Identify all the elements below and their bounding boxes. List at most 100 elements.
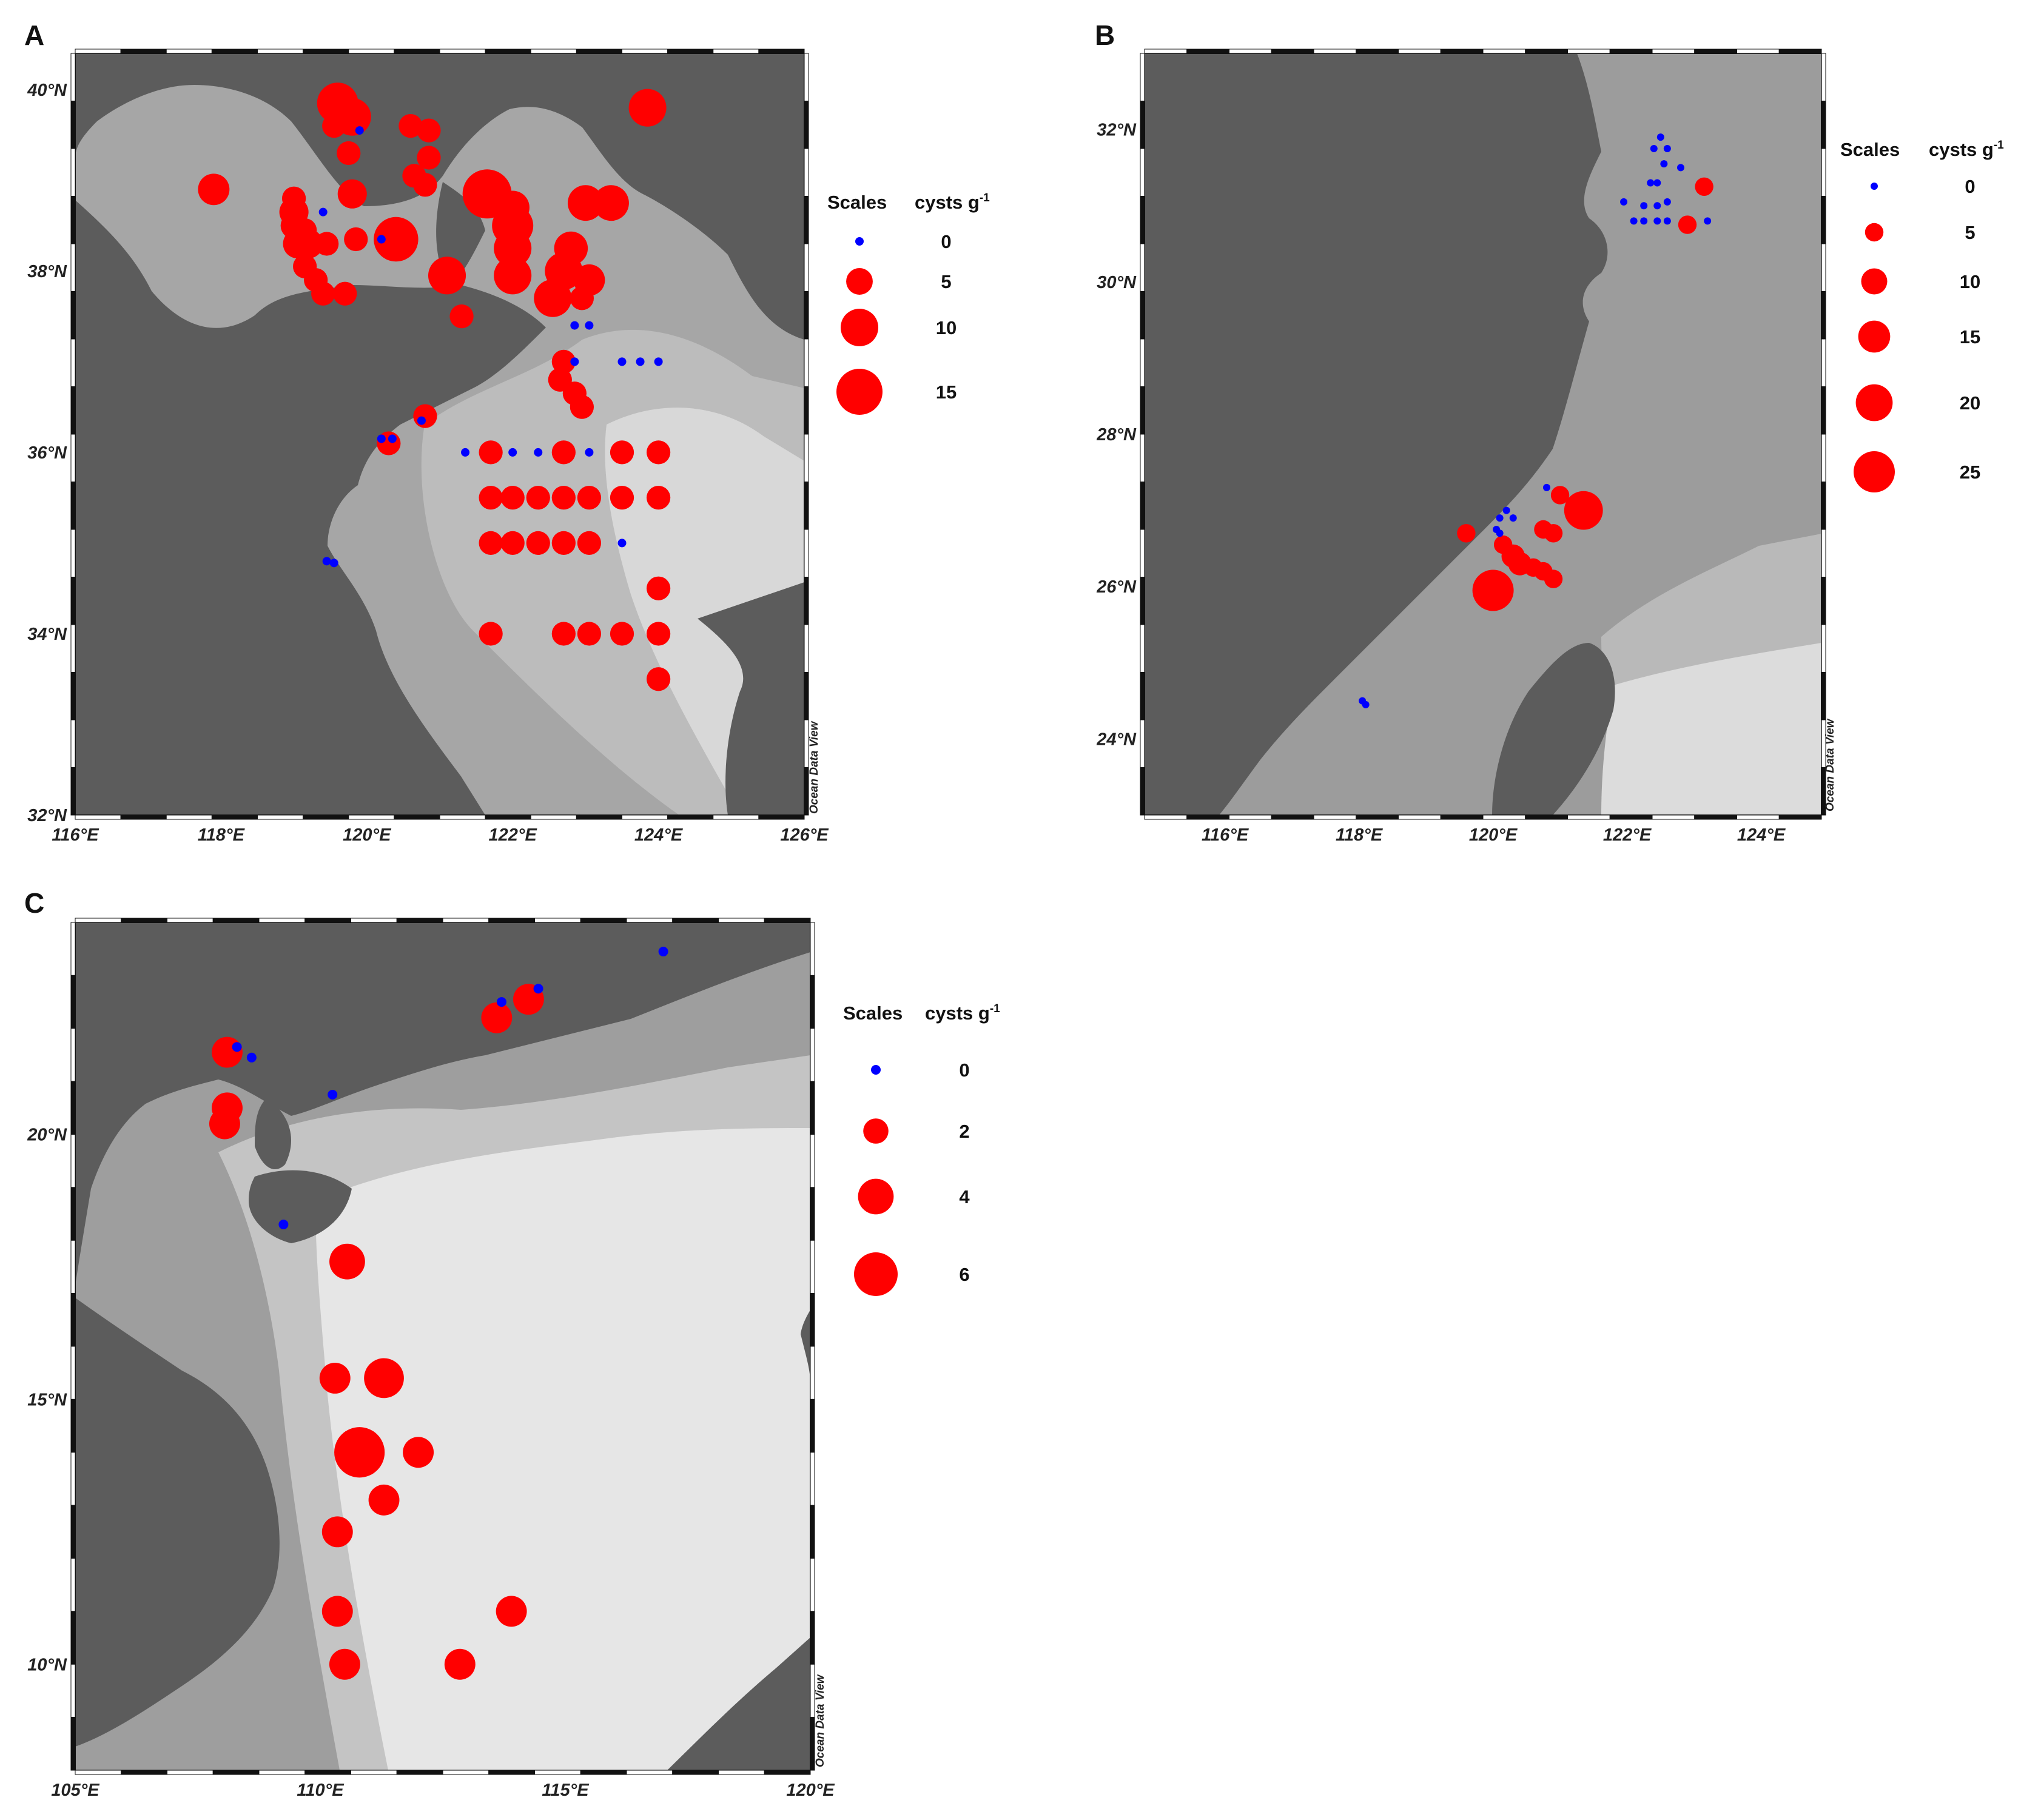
- frame-segment-right: [810, 1293, 815, 1347]
- frame-segment-left: [70, 624, 76, 673]
- panel-a-x-ticks: 116°E 118°E 120°E 122°E 124°E 126°E: [52, 825, 829, 845]
- station-marker-zero: [1496, 529, 1504, 537]
- legend-symbol: [836, 369, 883, 415]
- frame-segment-left: [70, 434, 76, 482]
- station-marker-zero: [508, 448, 517, 457]
- frame-segment-top: [622, 49, 668, 54]
- frame-segment-left: [70, 1187, 76, 1241]
- panel-b-legend-items: 0 5 10 15 20 25: [1854, 176, 1980, 492]
- frame-segment-right: [810, 1134, 815, 1188]
- frame-segment-top: [580, 918, 627, 923]
- frame-segment-top: [1737, 49, 1780, 54]
- station-marker-positive: [1544, 524, 1563, 543]
- station-marker-zero: [318, 207, 328, 217]
- frame-segment-top: [1567, 49, 1610, 54]
- frame-segment-bottom: [258, 1770, 306, 1775]
- frame-segment-right: [810, 1505, 815, 1559]
- frame-segment-bottom: [439, 814, 486, 820]
- frame-segment-left: [70, 101, 76, 149]
- x-tick-label: 118°E: [198, 825, 246, 845]
- frame-segment-left: [70, 1346, 76, 1400]
- station-marker-zero: [496, 997, 506, 1007]
- y-tick-label: 28°N: [1096, 425, 1137, 445]
- station-marker-zero: [533, 984, 543, 994]
- station-marker-positive: [479, 486, 503, 510]
- station-marker-zero: [1653, 217, 1661, 225]
- frame-segment-top: [212, 918, 260, 923]
- station-marker-zero: [1362, 700, 1370, 708]
- legend-value: 6: [959, 1264, 969, 1285]
- panel-a-watermark: Ocean Data View: [808, 720, 821, 814]
- frame-segment-left: [70, 719, 76, 768]
- y-tick-label: 20°N: [27, 1126, 67, 1145]
- frame-segment-right: [1821, 386, 1826, 435]
- station-marker-positive: [646, 576, 671, 600]
- station-marker-zero: [461, 448, 470, 457]
- legend-symbol: [840, 308, 879, 347]
- frame-segment-right: [804, 482, 809, 530]
- station-marker-positive: [610, 486, 634, 510]
- station-marker-zero: [322, 557, 331, 566]
- frame-segment-left: [1140, 719, 1145, 768]
- station-marker-positive: [567, 185, 604, 221]
- station-marker-positive: [1550, 486, 1570, 505]
- frame-segment-top: [166, 49, 212, 54]
- station-marker-zero: [1663, 217, 1671, 225]
- station-marker-positive: [417, 118, 441, 143]
- frame-segment-top: [764, 918, 811, 923]
- panel-a-letter: A: [24, 19, 44, 51]
- y-tick-label: 15°N: [27, 1390, 67, 1409]
- frame-segment-top: [1440, 49, 1484, 54]
- station-marker-zero: [355, 126, 364, 135]
- station-marker-positive: [628, 89, 667, 127]
- frame-segment-right: [804, 672, 809, 720]
- frame-segment-right: [1821, 482, 1826, 530]
- frame-segment-right: [804, 291, 809, 340]
- frame-segment-top: [1229, 49, 1272, 54]
- station-marker-positive: [479, 531, 503, 556]
- station-marker-positive: [570, 286, 594, 311]
- station-marker-zero: [377, 434, 386, 443]
- panel-b-x-ticks: 116°E 118°E 120°E 122°E 124°E: [1202, 825, 1786, 845]
- frame-segment-bottom: [485, 814, 531, 820]
- frame-segment-bottom: [394, 814, 440, 820]
- frame-segment-bottom: [1737, 814, 1780, 820]
- frame-segment-right: [804, 767, 809, 816]
- station-marker-zero: [1542, 483, 1550, 491]
- panel-b-sea-deep: [1601, 643, 1821, 815]
- legend-symbol: [858, 1178, 894, 1215]
- frame-segment-bottom: [530, 814, 577, 820]
- frame-segment-right: [1821, 291, 1826, 340]
- station-marker-positive: [577, 622, 602, 646]
- station-marker-zero: [1647, 179, 1655, 187]
- frame-segment-left: [70, 148, 76, 196]
- station-marker-positive: [334, 1427, 385, 1478]
- frame-segment-left: [1140, 338, 1145, 387]
- frame-segment-top: [1652, 49, 1695, 54]
- frame-segment-bottom: [75, 1770, 122, 1775]
- frame-segment-right: [810, 1240, 815, 1294]
- frame-segment-left: [70, 529, 76, 577]
- station-marker-zero: [1502, 506, 1510, 514]
- frame-segment-top: [120, 49, 167, 54]
- frame-segment-top: [1482, 49, 1526, 54]
- panel-a-land-north: [75, 53, 804, 340]
- frame-segment-left: [70, 577, 76, 625]
- frame-segment-left: [1140, 767, 1145, 816]
- station-marker-positive: [479, 622, 503, 646]
- legend-value: 25: [1960, 462, 1980, 483]
- legend-value: 0: [941, 231, 951, 252]
- panel-a-land-korea: [698, 582, 804, 815]
- frame-segment-bottom: [348, 814, 395, 820]
- frame-segment-right: [1821, 338, 1826, 387]
- panel-c: C 105°E 110°E 115°E 120°E 10°N 15°N 20°N Ocea…: [24, 887, 1000, 1800]
- legend-value: 5: [941, 271, 951, 292]
- frame-segment-bottom: [758, 814, 805, 820]
- legend-value: 10: [936, 317, 957, 338]
- frame-segment-right: [804, 434, 809, 482]
- y-tick-label: 32°N: [27, 806, 67, 825]
- station-marker-positive: [526, 486, 550, 510]
- station-marker-positive: [344, 227, 368, 252]
- station-marker-zero: [585, 321, 594, 330]
- y-tick-label: 24°N: [1096, 730, 1137, 749]
